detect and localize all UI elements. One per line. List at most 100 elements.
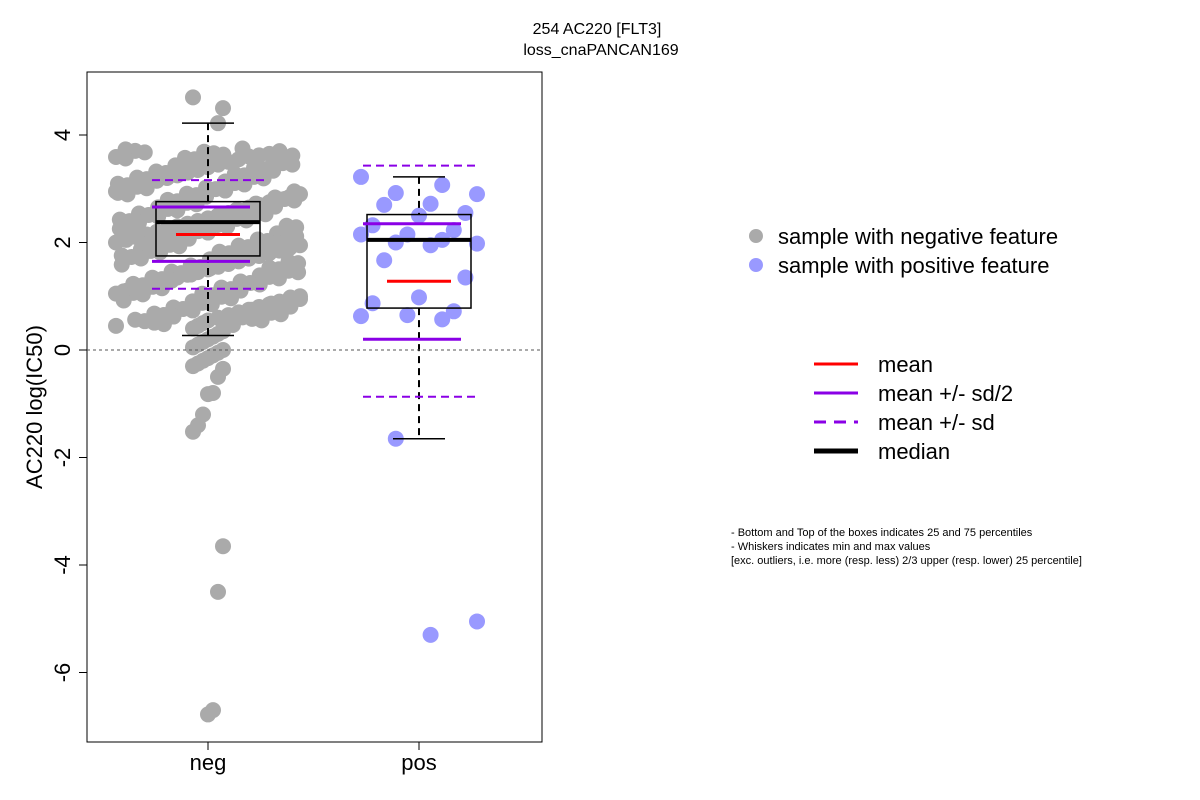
x-tick-label-pos: pos: [401, 750, 436, 775]
pos-sample-point: [434, 176, 451, 193]
pos-sample-point: [469, 186, 485, 203]
x-tick-label-neg: neg: [190, 750, 227, 775]
neg-sample-point: [205, 154, 222, 171]
neg-sample-point: [272, 306, 289, 323]
pos-sample-point: [364, 217, 381, 234]
pos-sample-point: [457, 269, 474, 286]
neg-sample-point: [119, 186, 136, 203]
pos-sample-point: [469, 613, 485, 630]
points-layer: [108, 89, 485, 723]
plot-frame: [86, 71, 543, 743]
neg-sample-point: [108, 317, 124, 334]
legend-point-label: sample with positive feature: [778, 253, 1049, 278]
pos-sample-point: [411, 289, 427, 306]
neg-sample-point: [155, 316, 172, 333]
note-line: [exc. outliers, i.e. more (resp. less) 2…: [731, 555, 1082, 567]
y-tick-label: 4: [50, 129, 75, 141]
neg-sample-point: [284, 156, 301, 173]
neg-sample-point: [113, 256, 130, 273]
y-axis-label: AC220 log(IC50): [22, 325, 47, 489]
neg-sample-point: [210, 368, 226, 385]
neg-sample-point: [223, 290, 239, 307]
neg-sample-point: [169, 202, 186, 219]
legend: sample with negative feature sample with …: [749, 224, 1058, 464]
neg-sample-point: [152, 244, 169, 261]
neg-sample-point: [201, 260, 218, 277]
neg-sample-point: [251, 276, 268, 293]
neg-sample-point: [185, 358, 201, 375]
pos-sample-point: [434, 311, 451, 328]
y-tick-label: 0: [50, 344, 75, 356]
chart-subtitle: loss_cnaPANCAN169: [523, 42, 678, 59]
neg-sample-point: [215, 538, 231, 555]
y-tick-label: -6: [50, 663, 75, 683]
pos-sample-point: [376, 196, 393, 213]
neg-sample-point: [138, 180, 155, 197]
pos-sample-point: [353, 226, 369, 243]
neg-sample-point: [188, 196, 205, 213]
note-line: - Bottom and Top of the boxes indicates …: [731, 527, 1033, 539]
legend-point-marker: [749, 258, 763, 272]
pos-sample-point: [387, 185, 404, 202]
legend-line-label: mean +/- sd: [878, 410, 995, 435]
y-tick-label: -2: [50, 448, 75, 468]
legend-line-label: mean +/- sd/2: [878, 381, 1013, 406]
pos-box: [366, 213, 472, 309]
neg-sample-point: [236, 176, 253, 193]
pos-sample-point: [353, 308, 369, 325]
neg-sample-point: [108, 234, 124, 251]
neg-sample-point: [200, 386, 216, 403]
neg-sample-point: [134, 286, 151, 303]
pos-sample-point: [353, 168, 369, 185]
neg-sample-point: [182, 266, 199, 283]
axes-layer: -6 -4 -2 0 2 4 neg pos: [50, 129, 542, 775]
pos-sample-point: [422, 626, 439, 643]
neg-sample-point: [121, 222, 138, 239]
pos-sample-point: [445, 303, 462, 320]
notes: - Bottom and Top of the boxes indicates …: [731, 527, 1082, 567]
neg-sample-point: [171, 238, 188, 255]
pos-sample-point: [457, 204, 474, 221]
stats-layer: [152, 122, 475, 440]
neg-sample-point: [186, 160, 203, 177]
pos-sample-point: [422, 195, 439, 212]
legend-line-label: median: [878, 439, 950, 464]
pos-sample-point: [364, 295, 381, 312]
neg-box: [155, 200, 261, 257]
neg-sample-point: [117, 150, 134, 167]
pos-sample-point: [469, 235, 485, 252]
neg-sample-point: [115, 292, 132, 309]
neg-sample-point: [253, 312, 270, 329]
pos-sample-point: [387, 234, 404, 251]
pos-sample-point: [399, 307, 416, 324]
neg-sample-point: [234, 140, 251, 157]
neg-sample-point: [286, 192, 303, 209]
neg-sample-point: [210, 583, 226, 600]
neg-sample-point: [185, 423, 201, 440]
neg-sample-point: [185, 339, 201, 356]
neg-sample-point: [200, 224, 216, 241]
neg-sample-point: [185, 89, 201, 106]
y-tick-label: -4: [50, 555, 75, 575]
neg-sample-point: [203, 296, 220, 313]
legend-point-marker: [749, 229, 763, 243]
legend-line-label: mean: [878, 352, 933, 377]
neg-sample-point: [290, 264, 307, 281]
neg-sample-point: [288, 228, 305, 245]
neg-sample-point: [270, 270, 287, 287]
neg-sample-point: [185, 320, 201, 337]
neg-sample-point: [255, 170, 272, 187]
pos-sample-point: [445, 222, 462, 239]
neg-sample-point: [132, 250, 149, 267]
pos-sample-point: [376, 252, 393, 269]
legend-point-label: sample with negative feature: [778, 224, 1058, 249]
chart-title: 254 AC220 [FLT3]: [533, 21, 662, 38]
neg-sample-point: [154, 280, 170, 297]
y-tick-label: 2: [50, 236, 75, 248]
neg-sample-point: [257, 206, 274, 223]
neg-sample-point: [215, 100, 231, 117]
note-line: - Whiskers indicates min and max values: [731, 541, 931, 553]
neg-sample-point: [136, 144, 153, 161]
pos-sample-point: [411, 207, 427, 224]
